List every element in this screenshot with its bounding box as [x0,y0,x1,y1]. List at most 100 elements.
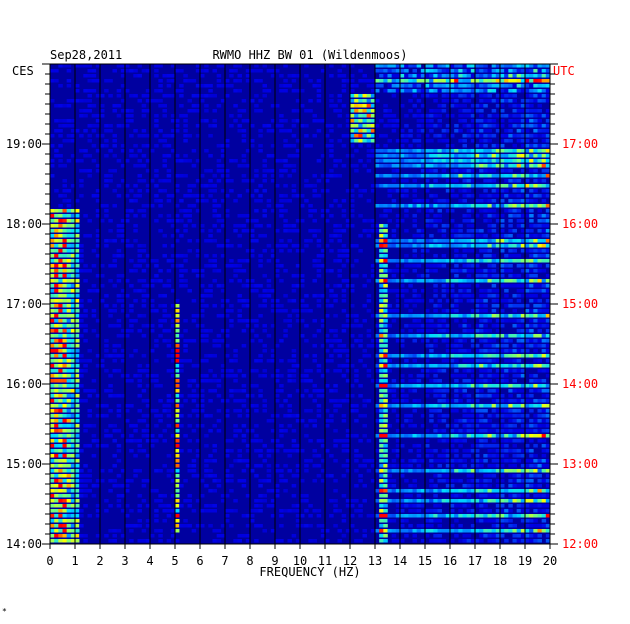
spectrogram-cell [404,79,409,83]
spectrogram-cell [441,439,447,443]
spectrogram-cell [466,229,472,233]
spectrogram-cell [541,229,547,233]
spectrogram-cell [491,414,497,418]
spectrogram-cell [387,64,392,68]
spectrogram-cell [183,159,188,163]
spectrogram-cell [62,399,67,403]
spectrogram-cell [50,449,55,453]
spectrogram-cell [54,209,59,213]
spectrogram-cell [66,274,72,278]
spectrogram-cell [91,144,97,148]
spectrogram-cell [79,254,84,258]
spectrogram-cell [379,279,384,283]
spectrogram-cell [50,354,55,358]
spectrogram-cell [333,284,338,288]
spectrogram-cell [66,434,72,438]
spectrogram-cell [120,219,126,223]
spectrogram-cell [491,359,497,363]
spectrogram-cell [91,114,97,118]
spectrogram-cell [462,99,467,103]
spectrogram-cell [250,179,255,183]
spectrogram-cell [479,299,484,303]
spectrogram-cell [195,199,201,203]
spectrogram-cell [491,184,497,188]
spectrogram-cell [358,454,363,458]
spectrogram-cell [466,109,472,113]
spectrogram-cell [429,84,434,88]
spectrogram-cell [379,224,384,228]
spectrogram-cell [125,184,130,188]
spectrogram-cell [491,119,497,123]
spectrogram-cell [66,234,72,238]
spectrogram-cell [466,69,472,73]
spectrogram-cell [433,184,438,188]
spectrogram-cell [362,94,367,98]
spectrogram-cell [454,384,459,388]
spectrogram-cell [512,259,517,263]
spectrogram-cell [441,389,447,393]
spectrogram-cell [395,299,401,303]
spectrogram-cell [79,324,84,328]
spectrogram-cell [479,89,484,93]
spectrogram-cell [425,389,430,393]
spectrogram-cell [512,389,517,393]
spectrogram-cell [545,364,551,368]
spectrogram-cell [216,204,222,208]
spectrogram-cell [433,459,438,463]
spectrogram-cell [145,294,151,298]
spectrogram-cell [362,104,367,108]
spectrogram-cell [516,329,522,333]
spectrogram-cell [345,324,351,328]
spectrogram-cell [370,264,376,268]
spectrogram-cell [500,189,505,193]
spectrogram-cell [229,449,234,453]
spectrogram-cell [412,459,417,463]
spectrogram-cell [375,259,380,263]
spectrogram-cell [241,424,247,428]
spectrogram-cell [500,309,505,313]
spectrogram-cell [508,169,513,173]
spectrogram-cell [258,184,263,188]
spectrogram-cell [512,374,517,378]
spectrogram-cell [154,124,159,128]
spectrogram-cell [520,389,526,393]
spectrogram-cell [470,119,476,123]
spectrogram-cell [395,399,401,403]
spectrogram-cell [162,114,167,118]
spectrogram-cell [462,334,467,338]
spectrogram-cell [504,189,509,193]
spectrogram-cell [454,404,459,408]
spectrogram-cell [483,74,488,78]
spectrogram-cell [191,389,197,393]
spectrogram-cell [220,374,226,378]
spectrogram-cell [333,429,338,433]
spectrogram-cell [541,284,547,288]
spectrogram-cell [141,244,147,248]
spectrogram-cell [141,179,147,183]
spectrogram-cell [520,409,526,413]
spectrogram-cell [66,134,72,138]
spectrogram-cell [229,439,234,443]
spectrogram-cell [175,89,180,93]
spectrogram-cell [195,104,201,108]
spectrogram-cell [516,179,522,183]
spectrogram-cell [300,204,305,208]
spectrogram-cell [175,429,180,433]
spectrogram-cell [500,224,505,228]
spectrogram-cell [145,89,151,93]
spectrogram-cell [475,229,480,233]
spectrogram-cell [50,299,55,303]
spectrogram-cell [245,299,251,303]
spectrogram-cell [141,69,147,73]
spectrogram-cell [291,444,297,448]
spectrogram-cell [504,99,509,103]
spectrogram-cell [391,239,397,243]
spectrogram-cell [366,199,372,203]
spectrogram-cell [225,399,230,403]
spectrogram-cell [300,299,305,303]
spectrogram-cell [183,279,188,283]
spectrogram-cell [491,244,497,248]
spectrogram-cell [491,374,497,378]
spectrogram-cell [170,254,176,258]
spectrogram-cell [58,299,63,303]
